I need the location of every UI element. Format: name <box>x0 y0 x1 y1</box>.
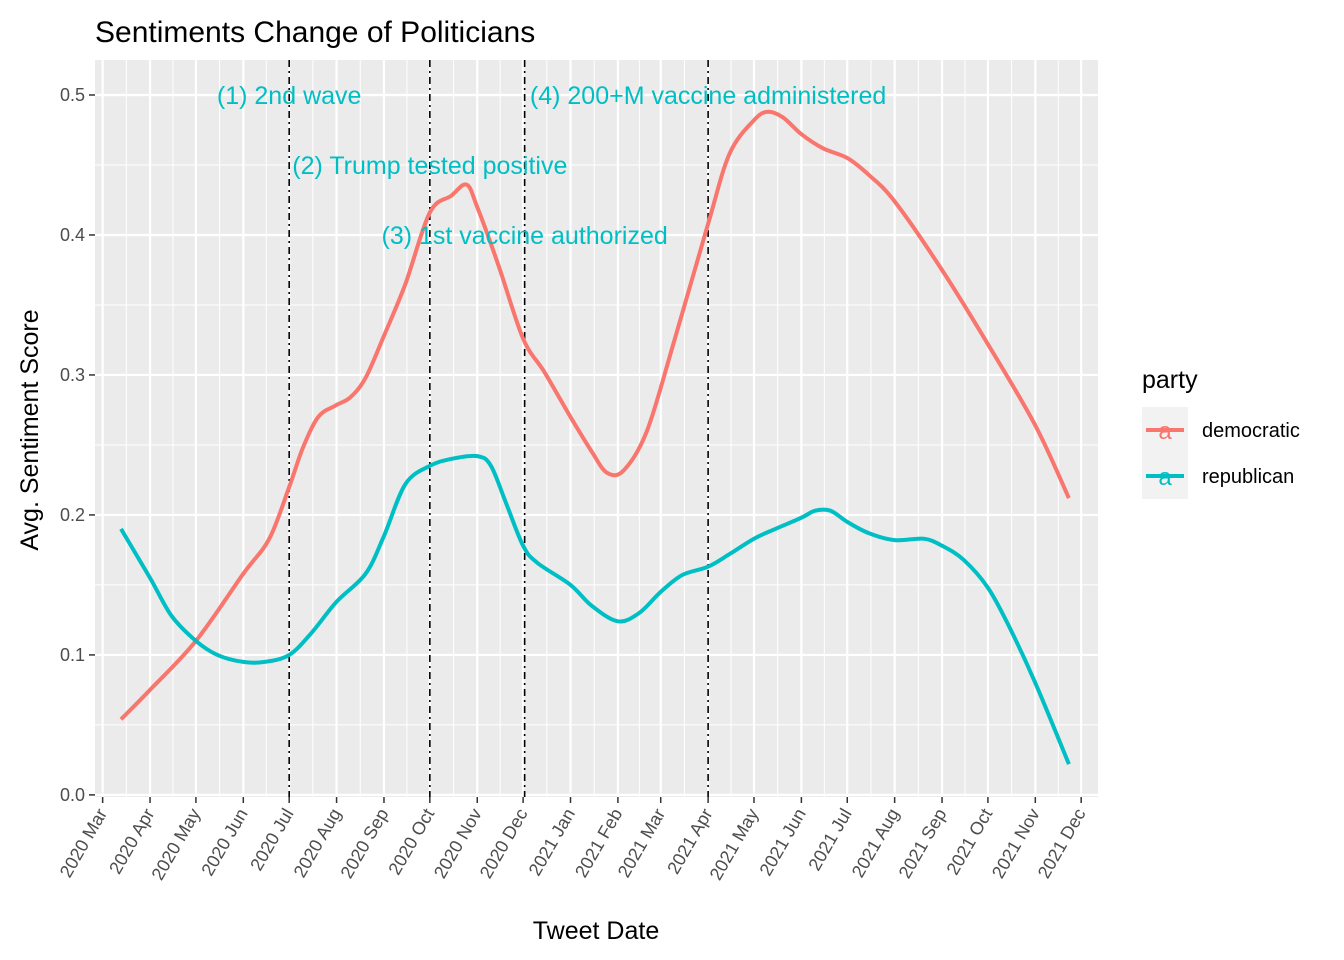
annotation-label: (3) 1st vaccine authorized <box>382 222 668 250</box>
plot-panel <box>95 60 1098 797</box>
legend-label-republican: republican <box>1202 466 1294 488</box>
series-line-republican <box>119 453 1071 765</box>
legend-label-democratic: democratic <box>1202 420 1300 442</box>
major-gridlines <box>95 60 1098 797</box>
annotation-label: (1) 2nd wave <box>217 82 362 110</box>
x-tick-label: 2021 Jan <box>525 805 579 879</box>
x-tick-label: 2020 Jun <box>197 805 251 879</box>
y-tick-label: 0.1 <box>60 645 85 665</box>
x-tick-label: 2020 Aug <box>290 805 345 881</box>
y-tick-label: 0.4 <box>60 225 85 245</box>
x-tick-label: 2021 Oct <box>943 805 997 878</box>
event-annotations: (1) 2nd wave (2) Trump tested positive (3)… <box>217 82 886 250</box>
legend-glyph-democratic: a <box>1158 418 1172 445</box>
y-tick-label: 0.0 <box>60 785 85 805</box>
x-tick-label: 2021 Jun <box>755 805 809 879</box>
x-axis-title: Tweet Date <box>533 917 659 945</box>
event-vertical-lines <box>288 60 709 797</box>
x-tick-label: 2021 Sep <box>895 805 951 882</box>
y-tick-label: 0.2 <box>60 505 85 525</box>
x-tick-label: 2020 Mar <box>56 805 111 881</box>
annotation-label: (2) Trump tested positive <box>292 152 567 180</box>
chart-title: Sentiments Change of Politicians <box>95 16 535 49</box>
legend: party a democratic a republican <box>1142 366 1300 499</box>
legend-glyph-republican: a <box>1158 464 1172 491</box>
y-axis: 0.0 0.1 0.2 0.3 0.4 0.5 <box>60 85 95 805</box>
y-tick-label: 0.5 <box>60 85 85 105</box>
y-axis-title: Avg. Sentiment Score <box>16 309 44 550</box>
legend-title: party <box>1142 366 1198 394</box>
series-line-democratic <box>119 109 1071 721</box>
x-tick-label: 2021 Jul <box>804 805 855 874</box>
series-lines <box>119 109 1071 765</box>
x-tick-label: 2020 Oct <box>384 805 438 878</box>
x-tick-label: 2020 Sep <box>337 805 393 882</box>
x-tick-label: 2020 Jul <box>246 805 297 874</box>
minor-gridlines <box>95 60 1098 797</box>
x-tick-label: 2021 Aug <box>848 805 903 881</box>
annotation-label: (4) 200+M vaccine administered <box>530 82 886 110</box>
y-tick-label: 0.3 <box>60 365 85 385</box>
